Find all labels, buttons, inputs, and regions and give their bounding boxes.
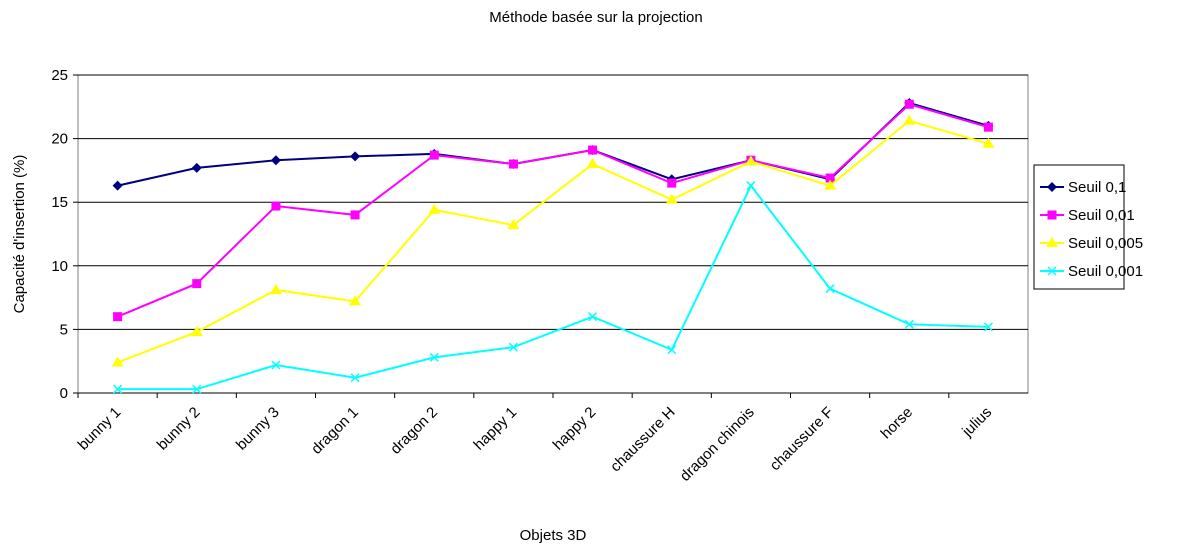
data-point — [271, 201, 281, 211]
series-line — [117, 183, 989, 391]
x-axis-label: Objets 3D — [520, 527, 587, 544]
series-line — [117, 101, 989, 187]
legend-label: Seuil 0,001 — [1068, 263, 1143, 280]
data-point — [271, 360, 281, 370]
data-point — [667, 345, 677, 355]
legend-marker — [1047, 266, 1057, 276]
data-point — [191, 162, 202, 173]
data-point — [983, 122, 993, 132]
x-tick-label: julius — [958, 404, 995, 441]
x-tick-label: dragon 2 — [387, 404, 441, 458]
series-line — [117, 103, 989, 318]
data-point — [588, 312, 598, 322]
legend-label: Seuil 0,1 — [1068, 179, 1126, 196]
x-tick-label: happy 1 — [470, 404, 520, 454]
data-point — [588, 145, 598, 155]
x-tick-label: bunny 1 — [75, 404, 125, 454]
x-tick-label: happy 2 — [550, 404, 600, 454]
data-point — [112, 180, 123, 191]
data-point — [508, 159, 518, 169]
data-point — [269, 283, 282, 294]
data-point — [429, 150, 439, 160]
legend-label: Seuil 0,005 — [1068, 235, 1143, 252]
data-point — [111, 356, 124, 367]
y-tick-label: 20 — [51, 131, 68, 148]
y-axis-label: Capacité d'insertion (%) — [11, 155, 28, 314]
data-point — [667, 178, 677, 188]
data-point — [983, 322, 993, 332]
plot-area — [77, 74, 1029, 394]
data-point — [744, 155, 757, 166]
data-point — [903, 114, 916, 125]
data-point — [113, 384, 123, 394]
data-point — [350, 373, 360, 383]
data-point — [746, 181, 756, 191]
data-point — [429, 352, 439, 362]
data-point — [825, 173, 835, 183]
x-tick-label: chaussure F — [767, 404, 837, 474]
data-point — [428, 203, 441, 214]
data-point — [507, 219, 520, 230]
legend-marker — [1047, 210, 1057, 220]
data-point — [190, 325, 203, 336]
data-point — [904, 99, 914, 109]
data-point — [192, 384, 202, 394]
data-point — [270, 155, 281, 166]
legend-marker — [1047, 182, 1057, 192]
y-tick-label: 0 — [60, 385, 68, 402]
legend-label: Seuil 0,01 — [1068, 207, 1135, 224]
data-point — [825, 284, 835, 294]
data-point — [192, 279, 202, 289]
data-point — [113, 312, 123, 322]
x-tick-label: chaussure H — [607, 404, 679, 476]
data-point — [904, 319, 914, 329]
data-point — [982, 137, 995, 148]
data-point — [350, 210, 360, 220]
x-tick-label: dragon 1 — [308, 404, 362, 458]
legend-marker — [1046, 237, 1058, 247]
y-tick-label: 5 — [60, 321, 68, 338]
series-line — [117, 119, 989, 364]
x-tick-label: bunny 3 — [233, 404, 283, 454]
data-point — [665, 193, 678, 204]
x-tick-label: horse — [878, 404, 917, 443]
chart-title: Méthode basée sur la projection — [489, 9, 702, 26]
y-tick-label: 10 — [51, 258, 68, 275]
data-point — [349, 295, 362, 306]
y-tick-label: 15 — [51, 194, 68, 211]
x-tick-label: bunny 2 — [154, 404, 204, 454]
data-point — [824, 179, 837, 190]
x-tick-label: dragon chinois — [677, 404, 758, 485]
y-tick-label: 25 — [51, 67, 68, 84]
data-point — [586, 158, 599, 169]
data-point — [350, 151, 361, 162]
data-point — [508, 342, 518, 352]
